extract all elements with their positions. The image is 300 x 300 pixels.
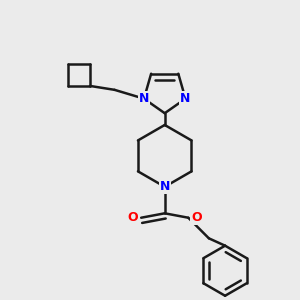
- Text: O: O: [191, 211, 202, 224]
- Text: N: N: [180, 92, 191, 105]
- Text: N: N: [139, 92, 149, 105]
- Text: N: N: [160, 180, 170, 193]
- Text: O: O: [127, 211, 138, 224]
